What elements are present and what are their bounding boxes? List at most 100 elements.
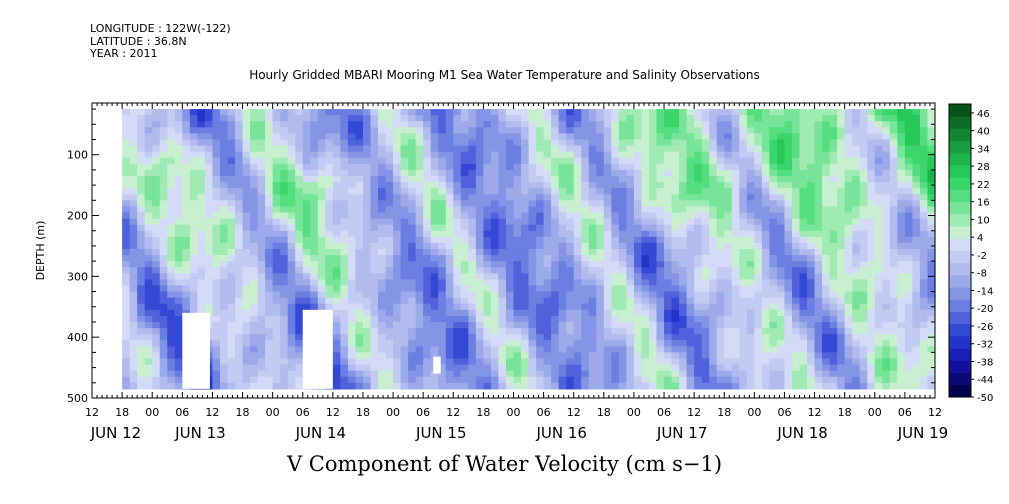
heatmap-cell	[664, 303, 673, 311]
heatmap-cell	[543, 358, 552, 366]
heatmap-cell	[799, 139, 808, 147]
heatmap-cell	[332, 346, 341, 353]
heatmap-cell	[799, 321, 808, 329]
heatmap-cell	[912, 358, 921, 366]
heatmap-cell	[513, 261, 522, 268]
heatmap-cell	[882, 261, 891, 268]
heatmap-cell	[776, 364, 786, 372]
heatmap-cell	[558, 182, 567, 189]
heatmap-cell	[626, 346, 635, 353]
heatmap-cell	[769, 370, 778, 378]
heatmap-cell	[453, 248, 462, 256]
heatmap-cell	[521, 267, 530, 274]
heatmap-cell	[302, 224, 311, 232]
heatmap-cell	[212, 127, 221, 135]
heatmap-cell	[272, 224, 281, 232]
heatmap-cell	[415, 297, 424, 305]
heatmap-cell	[603, 334, 612, 341]
heatmap-cell	[776, 218, 786, 226]
heatmap-cell	[837, 279, 846, 287]
heatmap-cell	[769, 309, 778, 317]
heatmap-cell	[776, 309, 786, 317]
metadata-block: LONGITUDE : 122W(-122) LATITUDE : 36.8N …	[90, 22, 231, 61]
heatmap-cell	[739, 315, 748, 323]
heatmap-cell	[671, 188, 680, 195]
heatmap-cell	[385, 133, 394, 141]
heatmap-cell	[310, 163, 319, 171]
heatmap-cell	[227, 315, 236, 323]
heatmap-cell	[807, 169, 816, 177]
heatmap-cell	[423, 346, 432, 353]
heatmap-cell	[204, 230, 214, 238]
heatmap-cell	[822, 248, 831, 256]
heatmap-cell	[129, 139, 138, 147]
heatmap-cell	[776, 370, 786, 378]
heatmap-cell	[174, 328, 183, 335]
heatmap-cell	[347, 242, 357, 250]
heatmap-cell	[408, 273, 417, 280]
heatmap-cell	[784, 157, 793, 165]
heatmap-cell	[664, 346, 673, 353]
heatmap-cell	[648, 376, 658, 384]
heatmap-cell	[415, 230, 424, 238]
heatmap-cell	[641, 121, 650, 128]
heatmap-cell	[761, 261, 771, 268]
heatmap-cell	[408, 175, 417, 183]
heatmap-cell	[423, 364, 432, 372]
heatmap-cell	[204, 248, 214, 256]
heatmap-cell	[317, 224, 326, 232]
heatmap-cell	[159, 291, 168, 299]
heatmap-cell	[378, 321, 387, 329]
heatmap-cell	[332, 169, 341, 177]
heatmap-cell	[852, 224, 861, 232]
heatmap-cell	[310, 151, 319, 159]
heatmap-cell	[423, 376, 432, 384]
heatmap-cell	[513, 334, 522, 341]
heatmap-cell	[799, 248, 808, 256]
heatmap-cell	[498, 358, 507, 366]
heatmap-cell	[889, 297, 898, 305]
heatmap-cell	[137, 267, 146, 274]
heatmap-cell	[912, 109, 921, 116]
heatmap-cell	[776, 321, 786, 329]
heatmap-cell	[882, 175, 891, 183]
heatmap-cell	[400, 297, 409, 305]
heatmap-cell	[746, 255, 755, 262]
heatmap-cell	[235, 303, 244, 311]
heatmap-cell	[235, 376, 244, 384]
heatmap-cell	[844, 194, 853, 201]
heatmap-cell	[468, 382, 477, 390]
heatmap-cell	[761, 115, 771, 122]
heatmap-cell	[438, 224, 447, 232]
heatmap-cell	[852, 212, 861, 220]
heatmap-cell	[167, 334, 176, 341]
heatmap-cell	[137, 285, 146, 293]
heatmap-cell	[611, 382, 620, 390]
heatmap-cell	[874, 169, 883, 177]
heatmap-cell	[483, 200, 492, 207]
heatmap-cell	[611, 236, 620, 244]
heatmap-cell	[709, 334, 718, 341]
heatmap-cell	[581, 157, 590, 165]
heatmap-cell	[265, 248, 274, 256]
heatmap-cell	[551, 382, 560, 390]
heatmap-cell	[822, 255, 831, 262]
heatmap-cell	[362, 151, 372, 159]
heatmap-cell	[483, 297, 492, 305]
heatmap-cell	[867, 297, 876, 305]
heatmap-cell	[566, 309, 575, 317]
heatmap-cell	[182, 303, 191, 311]
heatmap-cell	[679, 115, 688, 122]
heatmap-cell	[393, 139, 402, 147]
heatmap-cell	[671, 376, 680, 384]
heatmap-cell	[490, 370, 500, 378]
heatmap-cell	[272, 163, 281, 171]
heatmap-cell	[159, 285, 168, 293]
heatmap-cell	[581, 328, 590, 335]
heatmap-cell	[731, 315, 740, 323]
heatmap-cell	[152, 218, 161, 226]
heatmap-cell	[536, 230, 545, 238]
heatmap-cell	[776, 182, 786, 189]
heatmap-cell	[250, 188, 259, 195]
heatmap-cell	[325, 151, 334, 159]
